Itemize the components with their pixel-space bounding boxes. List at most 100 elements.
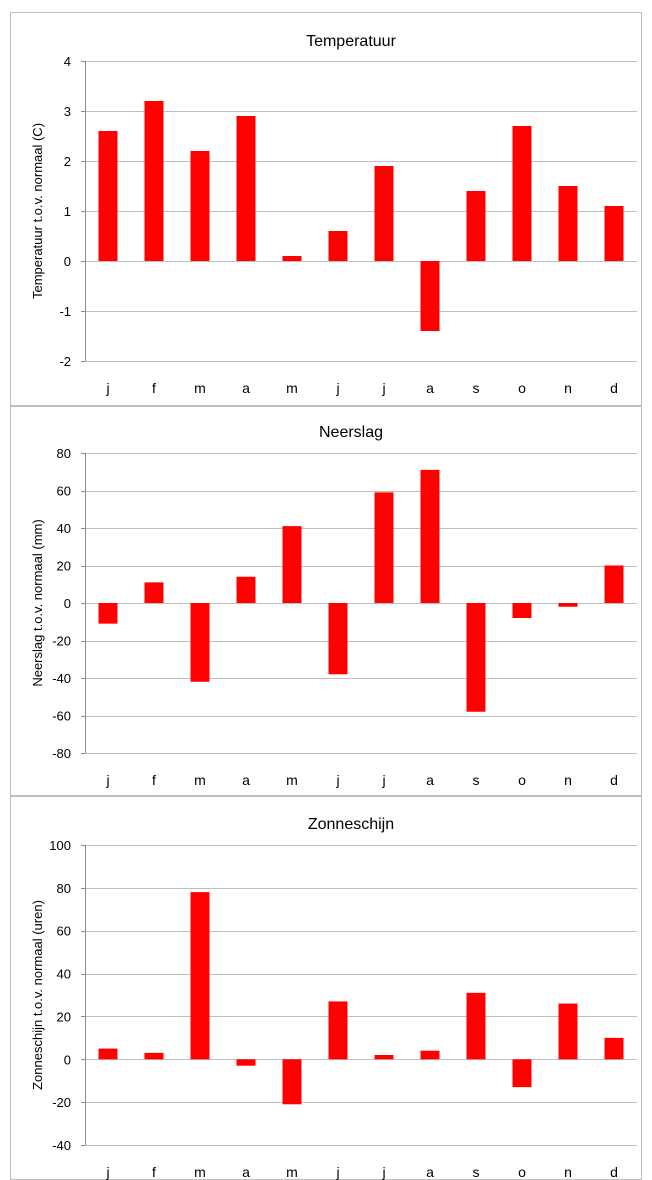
bar xyxy=(558,186,578,261)
y-tick-label: -40 xyxy=(52,1138,71,1153)
x-category-label: a xyxy=(426,380,434,396)
x-category-label: m xyxy=(194,380,206,396)
x-category-label: j xyxy=(105,380,109,396)
y-tick-label: 40 xyxy=(57,967,71,982)
x-category-label: j xyxy=(335,1164,339,1180)
x-category-label: f xyxy=(152,380,156,396)
x-category-label: a xyxy=(242,1164,250,1180)
y-tick-label: 20 xyxy=(57,559,71,574)
x-category-label: j xyxy=(381,772,385,788)
chart-title: Zonneschijn xyxy=(308,816,394,833)
x-category-label: s xyxy=(473,380,480,396)
bar xyxy=(558,603,578,607)
bar xyxy=(282,1059,302,1105)
y-tick-label: -20 xyxy=(52,634,71,649)
bar xyxy=(328,231,348,261)
x-category-label: n xyxy=(564,772,572,788)
bar xyxy=(190,603,210,682)
x-category-label: j xyxy=(105,772,109,788)
bar xyxy=(144,582,164,603)
x-category-label: o xyxy=(518,772,526,788)
y-tick-label: 0 xyxy=(64,254,71,269)
bar xyxy=(328,603,348,675)
y-tick-label: 100 xyxy=(49,838,71,853)
chart-title: Neerslag xyxy=(319,424,383,441)
x-category-label: o xyxy=(518,380,526,396)
chart-panel: -2 -1 0 1 2 3 4 j f m a m j j a s o n d Temperatuur Temperat… xyxy=(10,12,642,406)
bar xyxy=(604,206,624,261)
x-category-label: j xyxy=(335,380,339,396)
bar xyxy=(420,469,440,603)
bar xyxy=(512,1059,532,1088)
bar xyxy=(374,1055,394,1060)
bar xyxy=(420,261,440,331)
y-tick-label: -40 xyxy=(52,671,71,686)
y-tick-label: 20 xyxy=(57,1009,71,1024)
y-tick-label: -1 xyxy=(59,304,71,319)
bar xyxy=(604,565,624,603)
bar xyxy=(558,1003,578,1060)
y-tick-label: 40 xyxy=(57,521,71,536)
x-category-label: a xyxy=(426,1164,434,1180)
bar xyxy=(236,116,256,261)
x-category-label: a xyxy=(242,772,250,788)
y-tick-label: 4 xyxy=(64,54,71,69)
y-tick-label: 80 xyxy=(57,446,71,461)
x-category-label: m xyxy=(286,772,298,788)
chart-frame xyxy=(10,406,642,796)
x-category-label: m xyxy=(286,380,298,396)
bar xyxy=(190,151,210,261)
bar xyxy=(98,603,118,624)
y-tick-label: 60 xyxy=(57,484,71,499)
bar xyxy=(604,1037,624,1060)
bar xyxy=(512,603,532,618)
y-tick-label: 60 xyxy=(57,924,71,939)
y-tick-label: -20 xyxy=(52,1095,71,1110)
y-tick-label: 0 xyxy=(64,596,71,611)
y-tick-label: -80 xyxy=(52,746,71,761)
bar xyxy=(144,1052,164,1060)
y-tick-label: 3 xyxy=(64,104,71,119)
x-category-label: f xyxy=(152,772,156,788)
y-axis-label: Zonneschijn t.o.v. normaal (uren) xyxy=(30,900,45,1090)
chart-panel: -80 -60 -40 -20 0 20 40 60 80 j f m a m j j a s o n d Neersla… xyxy=(10,406,642,796)
bar xyxy=(144,101,164,261)
bar xyxy=(282,526,302,603)
bar xyxy=(466,992,486,1060)
x-category-label: j xyxy=(335,772,339,788)
x-category-label: s xyxy=(473,1164,480,1180)
y-axis-label: Neerslag t.o.v. normaal (mm) xyxy=(30,519,45,686)
chart-panel: -40 -20 0 20 40 60 80 100 j f m a m j j a s o n d Zonneschij… xyxy=(10,796,642,1180)
x-category-label: j xyxy=(381,380,385,396)
x-category-label: n xyxy=(564,1164,572,1180)
bar xyxy=(420,1050,440,1060)
y-tick-label: 80 xyxy=(57,881,71,896)
bar xyxy=(466,603,486,712)
x-category-label: a xyxy=(426,772,434,788)
bar xyxy=(328,1001,348,1060)
x-category-label: d xyxy=(610,380,618,396)
bar xyxy=(282,256,302,261)
y-tick-label: 2 xyxy=(64,154,71,169)
chart-frame xyxy=(10,796,642,1180)
bar xyxy=(512,126,532,261)
x-category-label: f xyxy=(152,1164,156,1180)
x-category-label: a xyxy=(242,380,250,396)
bar xyxy=(236,576,256,603)
y-tick-label: 0 xyxy=(64,1052,71,1067)
x-category-label: j xyxy=(381,1164,385,1180)
bar xyxy=(190,892,210,1060)
bar xyxy=(466,191,486,261)
bar xyxy=(98,131,118,261)
y-tick-label: -2 xyxy=(59,354,71,369)
y-tick-label: -60 xyxy=(52,709,71,724)
x-category-label: m xyxy=(194,772,206,788)
y-axis-label: Temperatuur t.o.v. normaal (C) xyxy=(30,123,45,299)
x-category-label: s xyxy=(473,772,480,788)
x-category-label: d xyxy=(610,1164,618,1180)
x-category-label: o xyxy=(518,1164,526,1180)
chart-title: Temperatuur xyxy=(306,33,396,50)
x-category-label: m xyxy=(286,1164,298,1180)
bar xyxy=(236,1059,256,1066)
